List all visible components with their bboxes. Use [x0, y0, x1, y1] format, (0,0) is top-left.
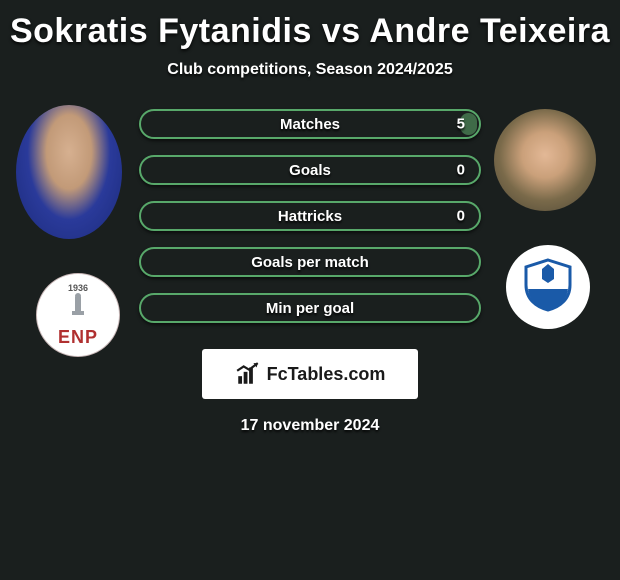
stat-bar: Hattricks 0: [139, 201, 481, 231]
player2-club-badge: [506, 245, 590, 329]
club2-inner: [520, 257, 576, 318]
player1-name: Sokratis Fytanidis: [10, 12, 312, 50]
stat-bars: Matches 5 Goals 0 Hattricks 0 Goals per match M…: [139, 107, 481, 323]
stat-bar-value-right: 0: [457, 208, 465, 225]
stat-bar-label: Goals per match: [251, 254, 369, 271]
vs-label: vs: [322, 12, 361, 50]
club2-shield-icon: [520, 257, 576, 313]
stat-bar-label: Min per goal: [266, 300, 354, 317]
subtitle: Club competitions, Season 2024/2025: [8, 61, 612, 79]
club1-year: 1936: [58, 284, 98, 293]
club1-letters: ENP: [58, 328, 98, 346]
stat-bar: Min per goal: [139, 293, 481, 323]
branding-box: FcTables.com: [202, 349, 418, 399]
stat-bar-label: Hattricks: [278, 208, 342, 225]
player2-name: Andre Teixeira: [369, 12, 610, 50]
main-area: 1936 ENP Matches5Goals0Hattricks0Goa: [8, 107, 612, 435]
comparison-card: Sokratis Fytanidis vs Andre Teixeira Clu…: [0, 0, 620, 435]
club1-inner: 1936 ENP: [58, 284, 98, 346]
branding-chart-icon: [235, 361, 261, 387]
page-title: Sokratis Fytanidis vs Andre Teixeira: [8, 12, 612, 51]
player1-avatar: [16, 105, 122, 239]
stat-bar-value-right: 0: [457, 162, 465, 179]
player1-club-badge: 1936 ENP: [36, 273, 120, 357]
stat-bar-label: Goals: [289, 162, 331, 179]
branding-text: FcTables.com: [267, 364, 386, 385]
stat-bar: Goals per match: [139, 247, 481, 277]
stat-bar-label: Matches: [280, 116, 340, 133]
stat-bar: Matches 5: [139, 109, 481, 139]
stat-bar: Goals 0: [139, 155, 481, 185]
club1-figure-icon: [58, 293, 98, 329]
player2-avatar: [494, 109, 596, 211]
date-label: 17 november 2024: [8, 417, 612, 435]
stat-bar-value-right: 5: [457, 116, 465, 133]
